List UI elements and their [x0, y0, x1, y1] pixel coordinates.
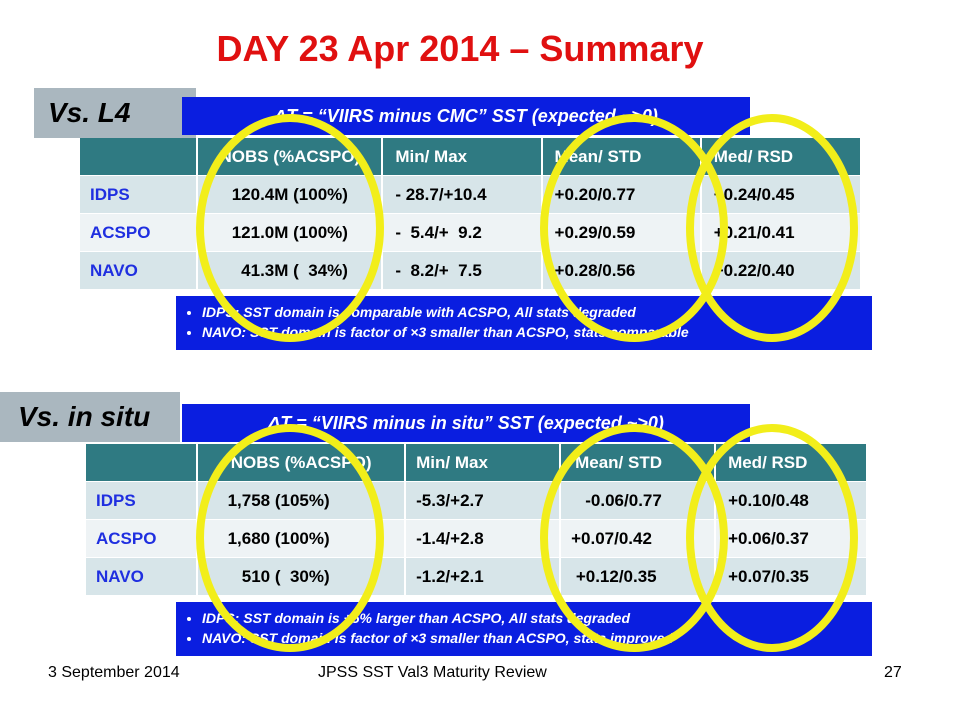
table-cell: 121.0M (100%) [196, 213, 383, 252]
header-cell: Med/ RSD [699, 138, 860, 176]
stats-table-l4: NOBS (%ACSPO) Min/ Max Mean/ STD Med/ RS… [77, 138, 860, 289]
table-row: ACSPO 121.0M (100%) - 5.4/+ 9.2 +0.29/0.… [77, 213, 860, 252]
footer-page-number: 27 [884, 664, 902, 681]
formula-banner-in-situ: ΔT = “VIIRS minus in situ” SST (expected… [182, 404, 750, 442]
table-cell: +0.24/0.45 [699, 175, 860, 214]
notes-box-in-situ: IDPS: SST domain is +5% larger than ACSP… [176, 602, 872, 656]
table-cell: +0.29/0.59 [540, 213, 701, 252]
footer-title: JPSS SST Val3 Maturity Review [318, 664, 547, 681]
table-cell: 41.3M ( 34%) [196, 251, 383, 289]
table-cell: - 8.2/+ 7.5 [381, 251, 542, 289]
table-cell: 120.4M (100%) [196, 175, 383, 214]
table-cell: +0.20/0.77 [540, 175, 701, 214]
table-header-row: NOBS (%ACSPO) Min/ Max Mean/ STD Med/ RS… [83, 444, 866, 482]
table-row: IDPS 1,758 (105%) -5.3/+2.7 -0.06/0.77 +… [83, 481, 866, 520]
stats-table-in-situ: NOBS (%ACSPO) Min/ Max Mean/ STD Med/ RS… [83, 444, 866, 595]
table-cell: +0.22/0.40 [699, 251, 860, 289]
header-cell [77, 138, 198, 176]
header-cell: NOBS (%ACSPO) [196, 138, 383, 176]
row-label: ACSPO [77, 213, 198, 252]
row-label: ACSPO [83, 519, 198, 558]
table-cell: -5.3/+2.7 [404, 481, 561, 520]
note-item: IDPS: SST domain is +5% larger than ACSP… [202, 608, 864, 628]
table-header-row: NOBS (%ACSPO) Min/ Max Mean/ STD Med/ RS… [77, 138, 860, 176]
table-cell: - 28.7/+10.4 [381, 175, 542, 214]
table-row: IDPS 120.4M (100%) - 28.7/+10.4 +0.20/0.… [77, 175, 860, 214]
table-cell: +0.28/0.56 [540, 251, 701, 289]
table-cell: 1,680 (100%) [196, 519, 406, 558]
table-row: NAVO 41.3M ( 34%) - 8.2/+ 7.5 +0.28/0.56… [77, 251, 860, 289]
header-cell: Mean/ STD [540, 138, 701, 176]
table-cell: +0.10/0.48 [714, 481, 866, 520]
header-cell: NOBS (%ACSPO) [196, 444, 406, 482]
slide-title: DAY 23 Apr 2014 – Summary [216, 28, 704, 69]
table-row: NAVO 510 ( 30%) -1.2/+2.1 +0.12/0.35 +0.… [83, 557, 866, 595]
header-cell [83, 444, 198, 482]
section-label-l4: Vs. L4 [34, 88, 196, 138]
row-label: IDPS [77, 175, 198, 214]
table-cell: +0.07/0.42 [559, 519, 716, 558]
table-cell: -1.4/+2.8 [404, 519, 561, 558]
table-cell: +0.12/0.35 [559, 557, 716, 595]
header-cell: Mean/ STD [559, 444, 716, 482]
table-cell: +0.21/0.41 [699, 213, 860, 252]
note-item: NAVO: SST domain is factor of ×3 smaller… [202, 628, 864, 648]
notes-box-l4: IDPS: SST domain is comparable with ACSP… [176, 296, 872, 350]
row-label: NAVO [77, 251, 198, 289]
table-row: ACSPO 1,680 (100%) -1.4/+2.8 +0.07/0.42 … [83, 519, 866, 558]
section-label-in-situ: Vs. in situ [0, 392, 180, 442]
header-cell: Min/ Max [381, 138, 542, 176]
table-cell: -0.06/0.77 [559, 481, 716, 520]
formula-banner-l4: ΔT = “VIIRS minus CMC” SST (expected ~>0… [182, 97, 750, 135]
table-cell: +0.07/0.35 [714, 557, 866, 595]
note-item: IDPS: SST domain is comparable with ACSP… [202, 302, 864, 322]
table-cell: 1,758 (105%) [196, 481, 406, 520]
header-cell: Med/ RSD [714, 444, 866, 482]
row-label: NAVO [83, 557, 198, 595]
row-label: IDPS [83, 481, 198, 520]
note-item: NAVO: SST domain is factor of ×3 smaller… [202, 322, 864, 342]
table-cell: 510 ( 30%) [196, 557, 406, 595]
footer-date: 3 September 2014 [48, 664, 180, 681]
table-cell: -1.2/+2.1 [404, 557, 561, 595]
header-cell: Min/ Max [404, 444, 561, 482]
table-cell: +0.06/0.37 [714, 519, 866, 558]
table-cell: - 5.4/+ 9.2 [381, 213, 542, 252]
